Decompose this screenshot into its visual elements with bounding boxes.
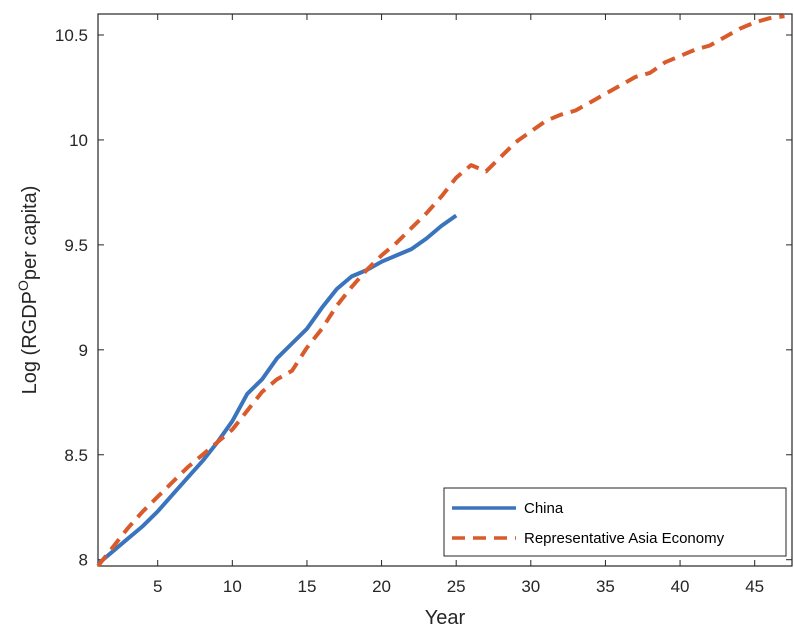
x-tick-label: 45 xyxy=(745,577,764,596)
legend: China Representative Asia Economy xyxy=(443,487,787,557)
x-axis: 5 10 15 20 25 30 35 40 45 xyxy=(153,14,764,596)
y-axis-label-prefix: Log (RGDP xyxy=(19,291,41,394)
legend-box xyxy=(443,487,787,557)
x-tick-label: 40 xyxy=(671,577,690,596)
x-tick-label: 5 xyxy=(153,577,162,596)
x-tick-label: 20 xyxy=(372,577,391,596)
plot-frame xyxy=(97,13,793,567)
y-axis-label: Log (RGDPOper capita) xyxy=(15,186,41,395)
series-line-china xyxy=(96,213,458,566)
y-tick-label: 9 xyxy=(79,341,88,360)
y-tick-label: 10.5 xyxy=(55,26,88,45)
legend-label-representative-asia-economy: Representative Asia Economy xyxy=(524,530,725,547)
y-tick-label: 9.5 xyxy=(64,236,88,255)
x-tick-label: 10 xyxy=(223,577,242,596)
x-axis-label: Year xyxy=(425,607,466,629)
y-axis-label-superscript: O xyxy=(15,280,31,291)
y-tick-label: 10 xyxy=(69,131,88,150)
y-axis-label-suffix: per capita) xyxy=(19,186,41,281)
series-line-representative-asia-economy xyxy=(96,14,785,568)
y-axis: 8 8.5 9 9.5 10 10.5 xyxy=(55,26,792,570)
x-tick-label: 25 xyxy=(447,577,466,596)
x-tick-label: 15 xyxy=(297,577,316,596)
y-tick-label: 8.5 xyxy=(64,446,88,465)
y-tick-label: 8 xyxy=(79,551,88,570)
plot-area: 5 10 15 20 25 30 35 40 45 8 8.5 9 9.5 10 10.5 xyxy=(55,13,793,596)
x-tick-label: 35 xyxy=(596,577,615,596)
series-lines xyxy=(96,14,785,568)
x-tick-label: 30 xyxy=(521,577,540,596)
legend-label-china: China xyxy=(524,500,564,517)
